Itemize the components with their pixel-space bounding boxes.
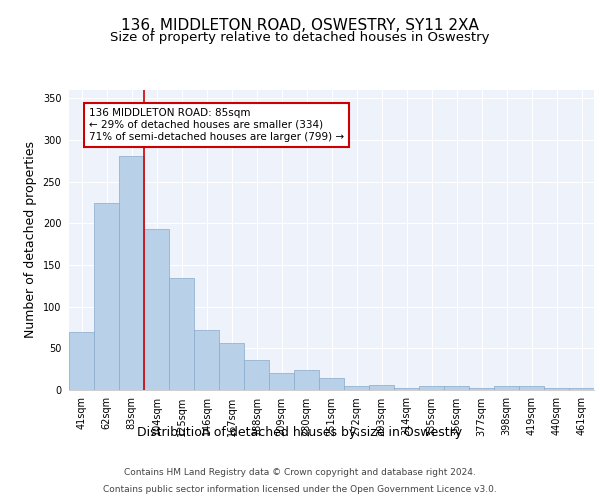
Bar [144, 229, 169, 390]
Bar [94, 204, 119, 390]
Bar [169, 278, 194, 390]
Bar [244, 360, 269, 390]
Text: 136 MIDDLETON ROAD: 85sqm
← 29% of detached houses are smaller (334)
71% of semi: 136 MIDDLETON ROAD: 85sqm ← 29% of detac… [89, 108, 344, 142]
Y-axis label: Number of detached properties: Number of detached properties [24, 142, 37, 338]
Bar [344, 386, 369, 390]
Bar [194, 330, 219, 390]
Bar [444, 386, 469, 390]
Bar [569, 388, 594, 390]
Bar [269, 374, 294, 390]
Text: Distribution of detached houses by size in Oswestry: Distribution of detached houses by size … [137, 426, 463, 439]
Text: Size of property relative to detached houses in Oswestry: Size of property relative to detached ho… [110, 31, 490, 44]
Bar [519, 386, 544, 390]
Bar [294, 370, 319, 390]
Bar [394, 388, 419, 390]
Bar [494, 386, 519, 390]
Bar [469, 388, 494, 390]
Text: Contains public sector information licensed under the Open Government Licence v3: Contains public sector information licen… [103, 484, 497, 494]
Bar [319, 378, 344, 390]
Bar [119, 156, 144, 390]
Bar [369, 385, 394, 390]
Bar [69, 332, 94, 390]
Text: 136, MIDDLETON ROAD, OSWESTRY, SY11 2XA: 136, MIDDLETON ROAD, OSWESTRY, SY11 2XA [121, 18, 479, 32]
Bar [219, 342, 244, 390]
Bar [419, 386, 444, 390]
Text: Contains HM Land Registry data © Crown copyright and database right 2024.: Contains HM Land Registry data © Crown c… [124, 468, 476, 477]
Bar [544, 388, 569, 390]
